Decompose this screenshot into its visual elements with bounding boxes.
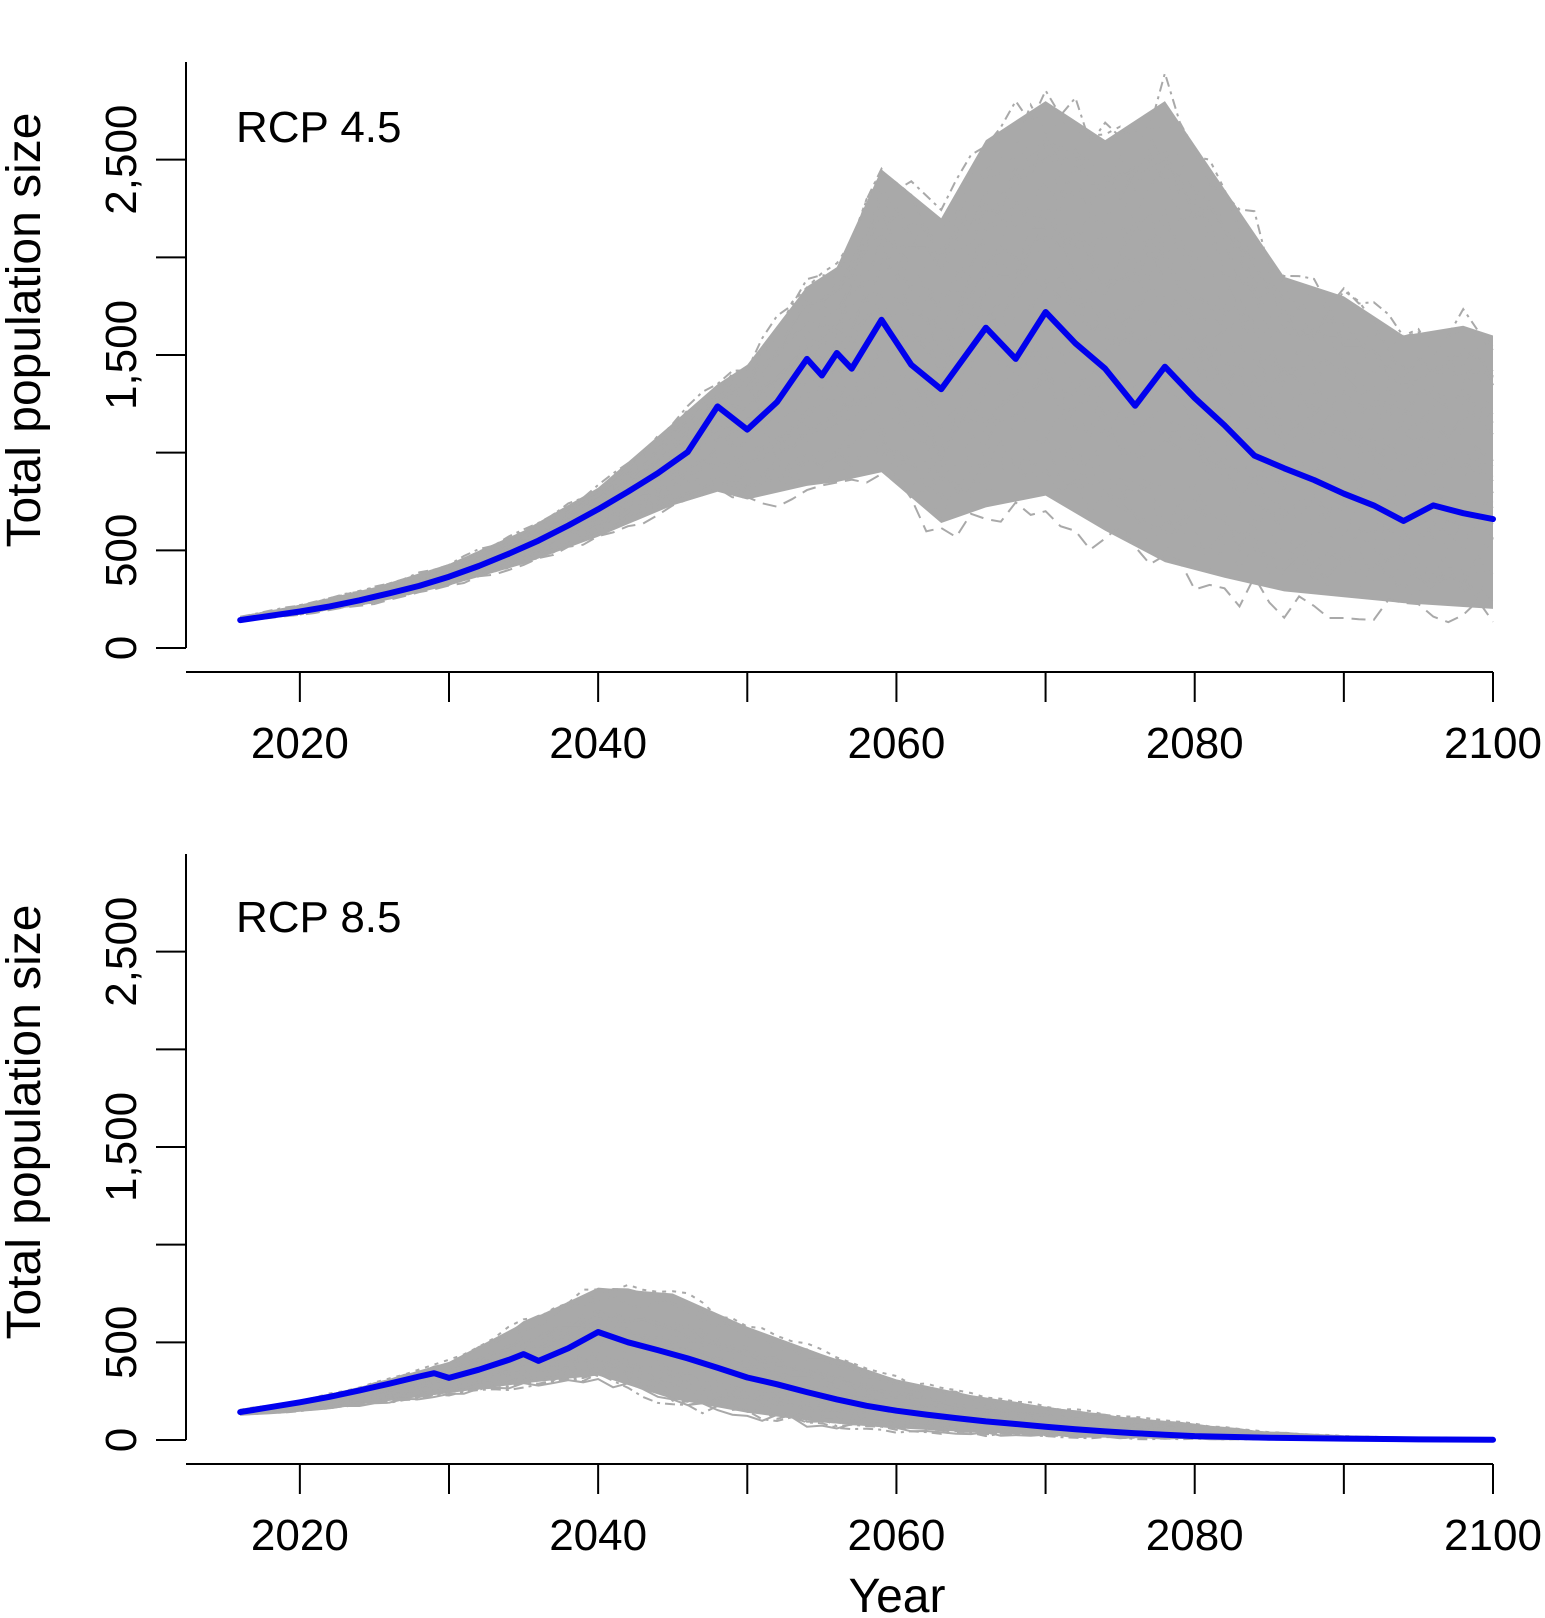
panel-rcp-8-5: 0 500 1,500 2,500 2020 2040 2060 2080 2100 RCP 8… [0, 854, 1542, 1618]
simulation-envelope-area [240, 1287, 1494, 1440]
simulation-envelope [240, 101, 1494, 621]
y-tick-label: 500 [97, 1306, 146, 1379]
y-tick-label: 0 [97, 1428, 146, 1452]
y-tick-label: 2,500 [97, 105, 146, 215]
simulation-line [240, 236, 1494, 620]
y-tick-label: 1,500 [97, 1092, 146, 1202]
simulation-envelope-area [240, 101, 1494, 621]
x-tick-label: 2020 [251, 719, 349, 768]
mean-trajectory [237, 309, 1496, 624]
x-tick-label: 2080 [1146, 719, 1244, 768]
y-tick-label: 500 [97, 514, 146, 587]
simulation-line [240, 409, 1494, 622]
simulation-envelope [240, 1287, 1494, 1440]
simulation-line [240, 1309, 1494, 1441]
x-tick-label: 2040 [549, 719, 647, 768]
simulation-line [240, 472, 1494, 624]
panel-rcp-4-5: 0 500 1,500 2,500 2020 2040 2060 2080 2100 RCP 4… [0, 62, 1542, 768]
simulation-lines [240, 1283, 1494, 1442]
simulation-line [240, 69, 1494, 618]
simulation-line [240, 102, 1494, 618]
x-tick-label: 2020 [251, 1511, 349, 1560]
mean-series-line [237, 309, 1496, 624]
y-tick-label: 2,500 [97, 897, 146, 1007]
simulation-line [240, 228, 1494, 620]
y-axis-title: Total population size [0, 113, 51, 548]
y-tick-label: 1,500 [97, 300, 146, 410]
mean-trajectory [237, 1329, 1496, 1443]
simulation-line [240, 425, 1494, 621]
simulation-line [240, 139, 1494, 619]
simulation-line [240, 446, 1494, 622]
simulation-line [240, 325, 1494, 620]
y-tick-label: 0 [97, 636, 146, 660]
x-tick-label: 2060 [847, 1511, 945, 1560]
x-tick-label: 2100 [1444, 719, 1542, 768]
axes: 0 500 1,500 2,500 2020 2040 2060 2080 2100 [97, 854, 1542, 1560]
x-axis-title: Year [849, 1570, 946, 1618]
x-tick-label: 2060 [847, 719, 945, 768]
x-tick-label: 2080 [1146, 1511, 1244, 1560]
simulation-line [240, 430, 1494, 622]
simulation-line [240, 135, 1494, 619]
x-tick-label: 2100 [1444, 1511, 1542, 1560]
simulation-line [240, 203, 1494, 619]
panel-label: RCP 8.5 [236, 893, 402, 942]
simulation-line [240, 196, 1494, 619]
simulation-line [240, 1283, 1494, 1440]
axes: 0 500 1,500 2,500 2020 2040 2060 2080 2100 [97, 62, 1542, 768]
x-tick-label: 2040 [549, 1511, 647, 1560]
mean-series-line [237, 1329, 1496, 1443]
panel-label: RCP 4.5 [236, 103, 402, 152]
simulation-line [240, 204, 1494, 619]
y-axis-title: Total population size [0, 905, 51, 1340]
simulation-line [240, 1294, 1494, 1441]
